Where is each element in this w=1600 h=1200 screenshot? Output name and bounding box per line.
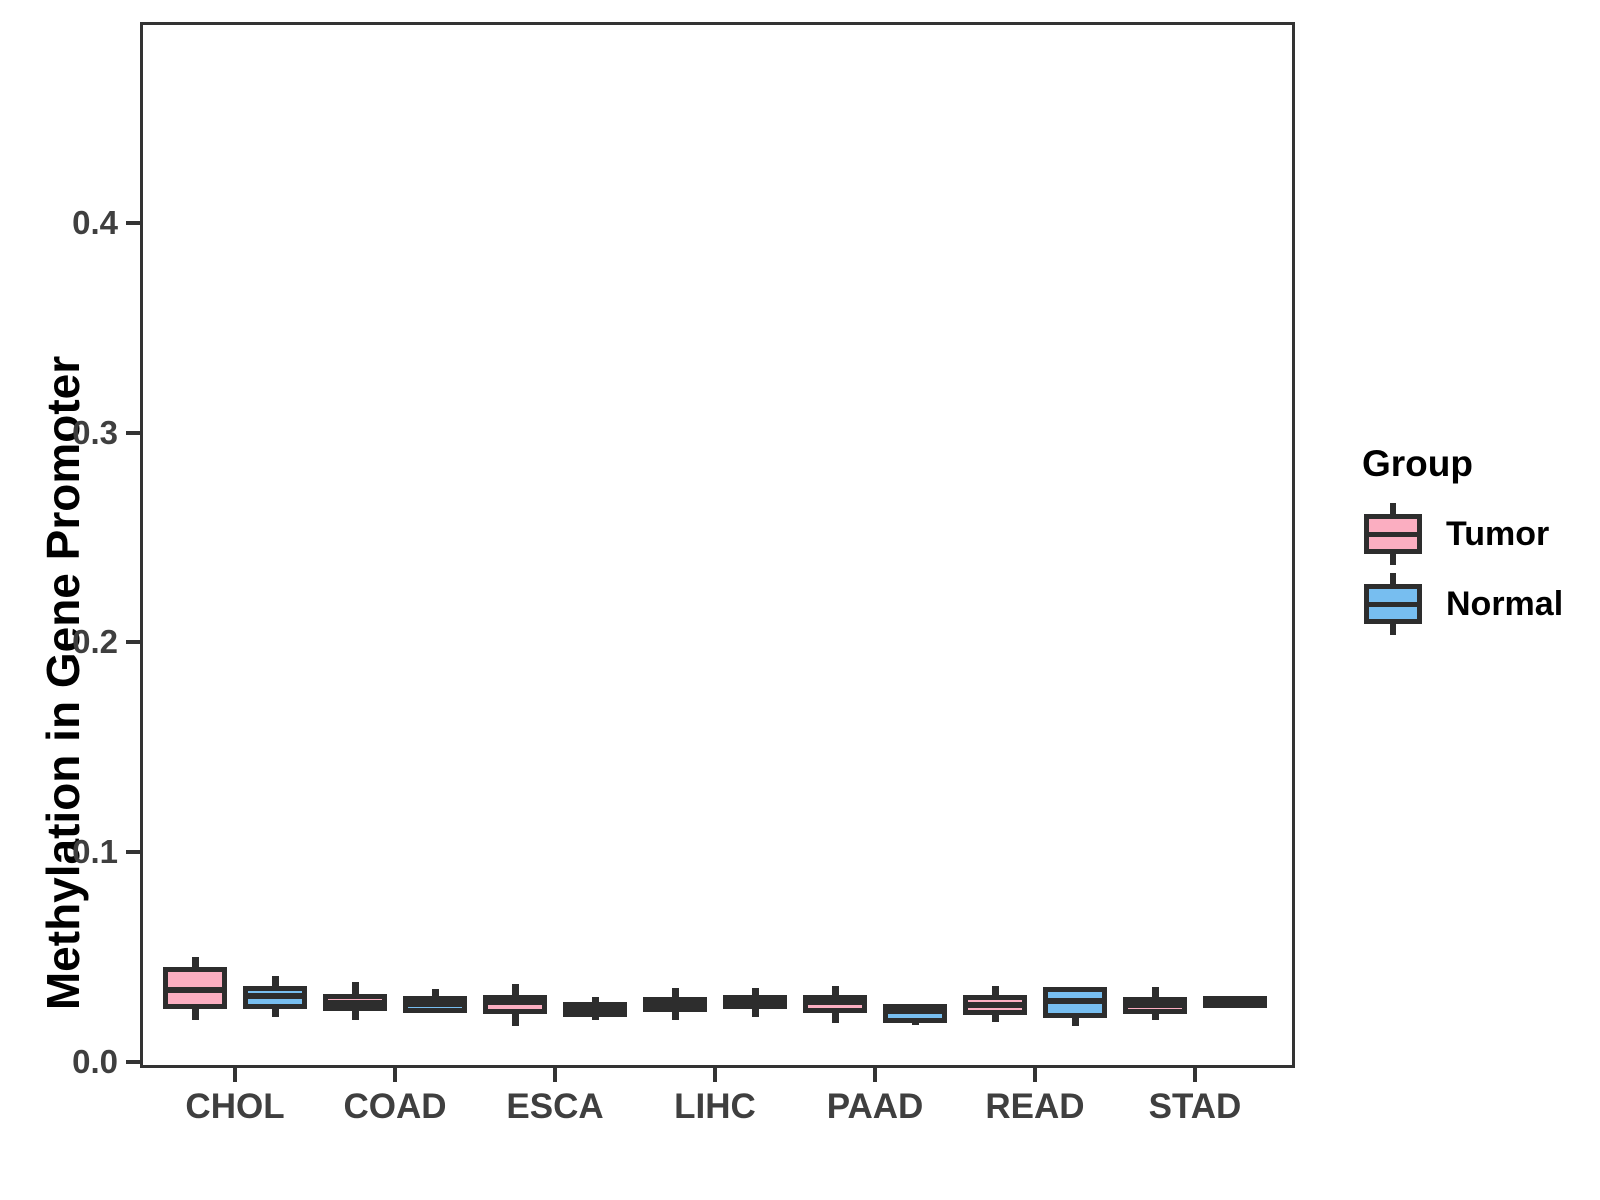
boxplot-esca-tumor-median [487,998,543,1005]
y-tick-label: 0.0 [72,1042,118,1080]
y-tick-mark [126,1059,140,1064]
y-tick-label: 0.2 [72,623,118,661]
y-tick-mark [126,640,140,645]
y-tick-label: 0.4 [72,204,118,242]
boxplot-lihc-tumor-median [647,1002,703,1009]
x-tick-mark [553,1068,557,1082]
boxplot-lihc-normal-median [727,998,783,1005]
tumor-boxplot-key-icon [1364,503,1422,565]
x-tick-mark [1193,1068,1197,1082]
boxplot-coad-normal-median [407,1001,463,1008]
boxplot-read-normal-median [1047,997,1103,1004]
legend-entry-normal: Normal [1356,573,1600,635]
legend-title: Group [1362,443,1473,484]
x-tick-mark [873,1068,877,1082]
x-tick-label-lihc: LIHC [674,1087,756,1126]
y-axis-title: Methylation in Gene Promoter [37,355,89,1011]
x-tick-label-read: READ [985,1087,1085,1126]
x-tick-label-coad: COAD [343,1087,447,1126]
y-tick-mark [126,221,140,226]
x-tick-mark [393,1068,397,1082]
boxplot-stad-tumor-median [1127,1002,1183,1009]
x-tick-mark [713,1068,717,1082]
x-tick-mark [233,1068,237,1082]
boxplot-esca-normal-median [567,1006,623,1013]
y-tick-mark [126,430,140,435]
x-tick-label-stad: STAD [1148,1087,1242,1126]
boxplot-paad-normal-median [887,1008,943,1015]
boxplot-chol-tumor-median [167,987,223,994]
legend-label-normal: Normal [1446,585,1564,623]
y-tick-mark [126,850,140,855]
x-tick-mark [1033,1068,1037,1082]
normal-boxplot-key-icon [1364,573,1422,635]
legend-entry-tumor: Tumor [1356,503,1600,565]
x-tick-label-paad: PAAD [826,1087,924,1126]
legend-label-tumor: Tumor [1446,515,1550,553]
boxplot-stad-normal-median [1207,997,1263,1004]
boxplot-read-tumor-median [967,1002,1023,1009]
boxplot-paad-tumor-median [807,998,863,1005]
y-tick-label: 0.1 [72,833,118,871]
x-tick-label-esca: ESCA [506,1087,604,1126]
y-tick-label: 0.3 [72,413,118,451]
x-tick-label-chol: CHOL [185,1087,285,1126]
legend: Group Tumor Normal [1356,443,1600,643]
plot-panel [140,22,1295,1068]
boxplot-coad-tumor-median [327,1000,383,1007]
boxplot-chol-normal-median [247,992,303,999]
